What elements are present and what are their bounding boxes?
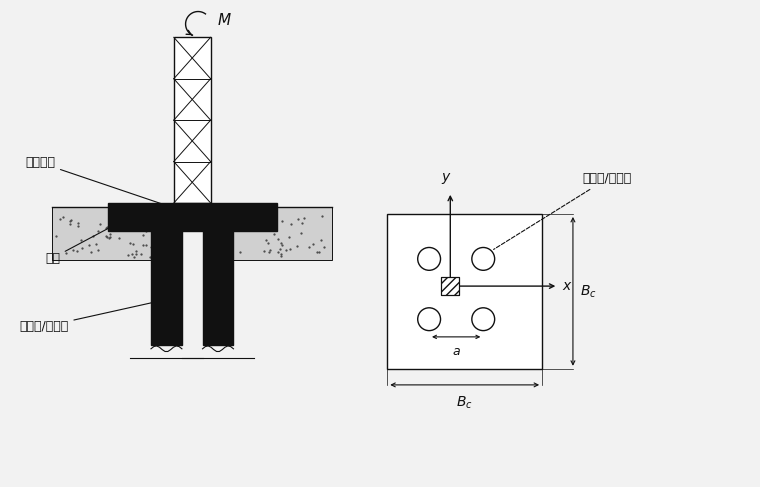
Bar — [151, 231, 182, 345]
Bar — [174, 37, 211, 203]
Text: $x$: $x$ — [562, 279, 572, 293]
Bar — [441, 277, 460, 295]
Text: $y$: $y$ — [442, 171, 452, 186]
Circle shape — [418, 247, 441, 270]
Text: 自然地面: 自然地面 — [25, 156, 169, 206]
Bar — [211, 207, 332, 261]
Circle shape — [472, 247, 495, 270]
Text: $B_c$: $B_c$ — [456, 394, 473, 411]
Circle shape — [472, 308, 495, 331]
Text: $a$: $a$ — [451, 345, 461, 358]
Text: $B_c$: $B_c$ — [581, 283, 597, 300]
Bar — [441, 277, 460, 295]
Text: $M$: $M$ — [217, 12, 231, 28]
Bar — [388, 214, 542, 369]
Bar — [107, 203, 277, 231]
Circle shape — [418, 308, 441, 331]
Text: 预制権/锱管権: 预制権/锱管権 — [493, 172, 632, 249]
Text: 预制権/锱管権: 预制権/锱管権 — [19, 300, 163, 333]
Bar — [52, 207, 174, 261]
Text: 承台: 承台 — [45, 218, 127, 264]
Bar — [202, 231, 233, 345]
